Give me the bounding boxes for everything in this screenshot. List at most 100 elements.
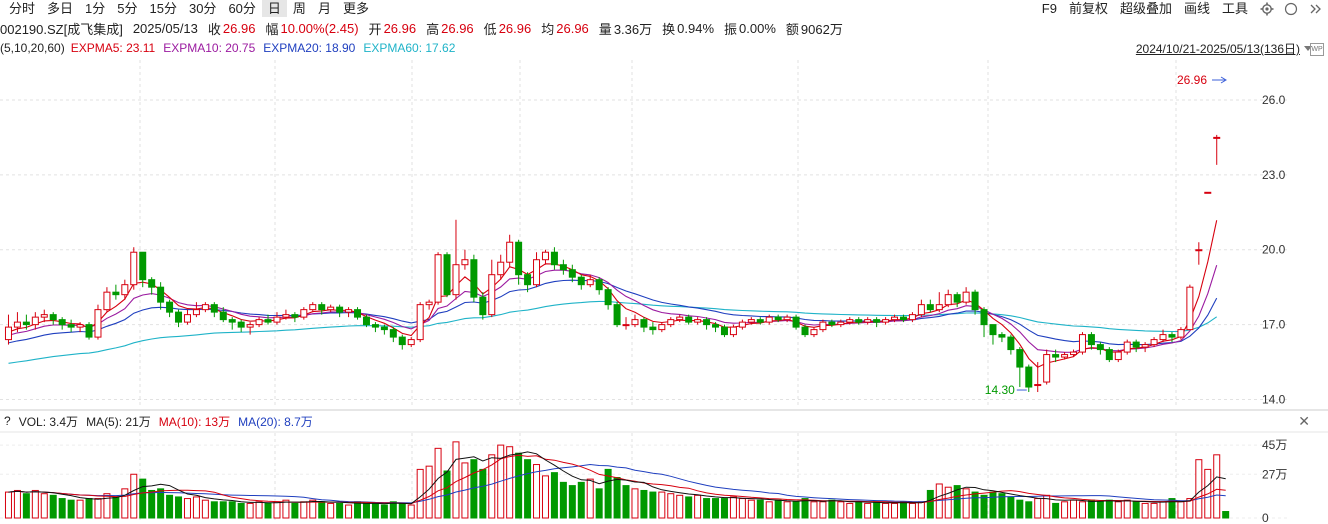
volume-bar (103, 493, 111, 519)
candle-body (1150, 339, 1158, 346)
quote-info-bar: 002190.SZ[成飞集成] 2025/05/13 收 26.96 幅 10.00… (0, 19, 853, 37)
close-icon[interactable]: ✕ (1298, 413, 1310, 429)
price-tick-label: 17.0 (1262, 318, 1286, 332)
candle-body (533, 259, 541, 286)
candle-body (371, 324, 379, 328)
volume-bar (899, 501, 907, 519)
period-tab-0[interactable]: 分时 (9, 1, 36, 16)
candle-body (273, 316, 281, 323)
draw-line-button[interactable]: 画线 (1183, 1, 1210, 16)
restore-right-button[interactable]: 前复权 (1068, 1, 1108, 16)
volume-bar (640, 489, 648, 519)
range-dropdown-icon[interactable] (1304, 46, 1312, 51)
volume-value: 3.36万 (613, 21, 653, 37)
candle-body (792, 316, 800, 328)
wp-icon[interactable]: WP (1310, 43, 1324, 56)
volume-bar (49, 494, 57, 519)
circle-icon[interactable] (1284, 2, 1298, 16)
volume-bar (1061, 501, 1069, 519)
volume-bar (837, 501, 845, 519)
volume-bar (1168, 498, 1176, 519)
vol-ma20-value: MA(20): 8.7万 (238, 414, 313, 429)
volume-bar (873, 501, 881, 519)
volume-bar (729, 496, 737, 519)
volume-bar (246, 502, 254, 519)
volume-bar (1177, 501, 1185, 519)
volume-bar (720, 498, 728, 519)
volume-bar (76, 499, 84, 519)
candle-body (1078, 334, 1086, 353)
low-value: 26.96 (498, 20, 532, 36)
candle-body (1159, 334, 1167, 341)
period-tab-3[interactable]: 5分 (117, 1, 138, 16)
volume-bar (1070, 499, 1078, 519)
volume-bar (819, 501, 827, 519)
period-tab-4[interactable]: 15分 (149, 1, 177, 16)
volume-bar (362, 502, 370, 519)
candle-body (971, 291, 979, 311)
amplitude-label: 振 (724, 21, 738, 37)
volume-bar (1159, 501, 1167, 519)
candle-body (1070, 351, 1078, 356)
volume-bar (917, 501, 925, 519)
change-value: 10.00%(2.45) (280, 20, 359, 36)
volume-bar (1025, 501, 1033, 519)
volume-bar (1034, 498, 1042, 519)
period-tab-6[interactable]: 60分 (228, 1, 256, 16)
period-tab-2[interactable]: 1分 (85, 1, 106, 16)
candle-body (470, 259, 478, 298)
candle-body (604, 289, 612, 306)
volume-bar (300, 501, 308, 519)
expma-params[interactable]: (5,10,20,60) (0, 41, 65, 55)
candle-body (157, 286, 165, 303)
period-tab-7[interactable]: 日 (261, 0, 287, 17)
period-tab-10[interactable]: 更多 (342, 1, 369, 16)
period-tab-1[interactable]: 多日 (47, 1, 74, 16)
f9-button[interactable]: F9 (1041, 1, 1057, 16)
candle-body (121, 284, 129, 296)
volume-bar (1078, 501, 1086, 519)
candle-body (586, 279, 594, 286)
candle-body (703, 319, 711, 326)
candle-body (685, 316, 693, 323)
candle-body (112, 291, 120, 296)
candle-body (828, 321, 836, 326)
candle-body (210, 304, 218, 313)
volume-label: 量 (598, 21, 612, 37)
candle-body (389, 329, 397, 338)
volume-bar (67, 499, 75, 519)
volume-bar (568, 485, 576, 519)
candle-body (541, 251, 549, 261)
candle-body (354, 309, 362, 318)
volume-tick-label: 27万 (1262, 467, 1287, 481)
period-tab-5[interactable]: 30分 (188, 1, 217, 16)
volume-bar (407, 504, 415, 519)
volume-bar (926, 489, 934, 519)
super-overlay-button[interactable]: 超级叠加 (1119, 1, 1172, 16)
period-tab-8[interactable]: 周 (292, 1, 306, 16)
candle-body (362, 316, 370, 326)
double-chevron-right-icon[interactable] (1308, 2, 1322, 16)
candle-body (40, 314, 48, 318)
candle-body (461, 259, 469, 266)
candle-body (201, 304, 209, 311)
volume-bar (864, 502, 872, 519)
volume-bar (613, 477, 621, 519)
period-tab-9[interactable]: 月 (317, 1, 331, 16)
help-icon[interactable]: ? (4, 414, 11, 428)
candle-body (148, 279, 156, 288)
vol-ma10-line (8, 454, 1226, 505)
tools-button[interactable]: 工具 (1221, 1, 1248, 16)
vol-ma5-value: MA(5): 21万 (86, 414, 151, 429)
candle-body (568, 269, 576, 278)
candle-body (944, 294, 952, 306)
volume-bar (1114, 501, 1122, 519)
candle-body (1052, 354, 1060, 358)
volume-bar (1096, 501, 1104, 519)
candle-body (183, 314, 191, 323)
settings-icon[interactable] (1260, 2, 1274, 16)
volume-bar (85, 498, 93, 519)
candle-body (49, 314, 57, 321)
date-range[interactable]: 2024/10/21-2025/05/13(136日) (1135, 42, 1300, 56)
